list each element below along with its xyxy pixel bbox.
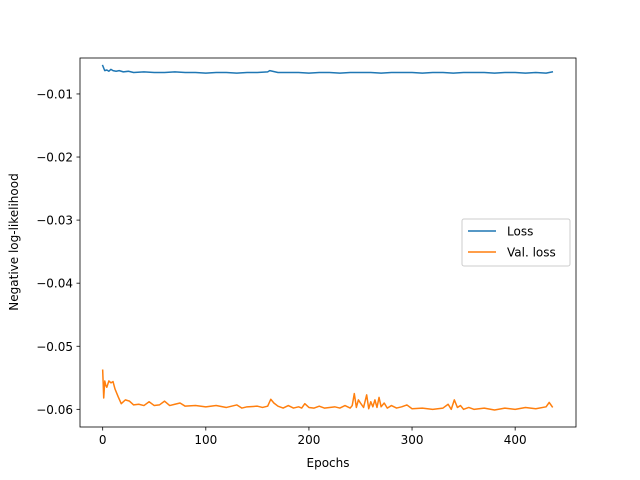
- y-tick-label: −0.01: [36, 87, 73, 101]
- y-tick-label: −0.06: [36, 403, 73, 417]
- y-tick-label: −0.04: [36, 277, 73, 291]
- y-axis-ticks: −0.01 −0.02 −0.03 −0.04 −0.05 −0.06: [36, 87, 80, 417]
- plot-area-frame: [79, 57, 577, 428]
- x-tick-label: 300: [401, 433, 424, 447]
- y-axis-label: Negative log-likelihood: [7, 173, 21, 310]
- x-tick-label: 100: [194, 433, 217, 447]
- legend-label-val-loss: Val. loss: [507, 246, 556, 260]
- x-tick-label: 0: [99, 433, 107, 447]
- x-axis-ticks: 0 100 200 300 400: [99, 427, 527, 447]
- x-tick-label: 400: [504, 433, 527, 447]
- x-tick-label: 200: [297, 433, 320, 447]
- legend-label-loss: Loss: [507, 225, 533, 239]
- x-axis-label: Epochs: [307, 456, 350, 470]
- y-tick-label: −0.05: [36, 340, 73, 354]
- series-line-loss: [101, 64, 554, 74]
- legend: Loss Val. loss: [461, 218, 571, 267]
- series-line-val-loss: [101, 369, 554, 411]
- series-lines: [101, 64, 554, 411]
- y-tick-label: −0.03: [36, 214, 73, 228]
- y-tick-label: −0.02: [36, 151, 73, 165]
